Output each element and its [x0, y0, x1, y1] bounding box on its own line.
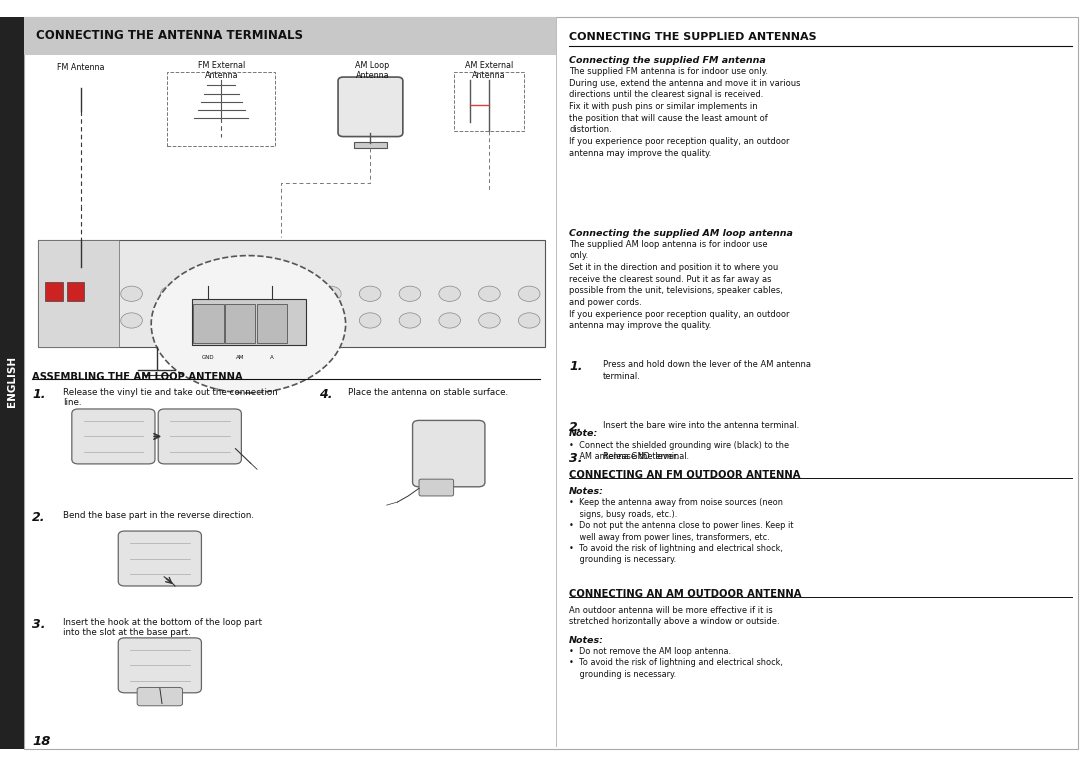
Text: Notes:: Notes: [569, 487, 604, 496]
Circle shape [320, 286, 341, 301]
FancyBboxPatch shape [71, 409, 156, 464]
Text: Place the antenna on stable surface.: Place the antenna on stable surface. [348, 388, 508, 397]
Text: •  Do not remove the AM loop antenna.
•  To avoid the risk of lightning and elec: • Do not remove the AM loop antenna. • T… [569, 647, 783, 679]
FancyBboxPatch shape [257, 304, 287, 343]
Circle shape [161, 286, 183, 301]
Text: Release the lever.: Release the lever. [603, 452, 678, 461]
Circle shape [280, 313, 301, 328]
FancyBboxPatch shape [0, 17, 24, 749]
Text: FM External
Antenna: FM External Antenna [198, 61, 245, 80]
Circle shape [320, 313, 341, 328]
FancyBboxPatch shape [413, 420, 485, 487]
Circle shape [400, 313, 421, 328]
Circle shape [81, 313, 103, 328]
Text: An outdoor antenna will be more effective if it is
stretched horizontally above : An outdoor antenna will be more effectiv… [569, 606, 780, 626]
Text: •  Connect the shielded grounding wire (black) to the
    AM antenna GND termina: • Connect the shielded grounding wire (b… [569, 441, 789, 462]
Text: CONNECTING AN AM OUTDOOR ANTENNA: CONNECTING AN AM OUTDOOR ANTENNA [569, 589, 801, 599]
FancyBboxPatch shape [38, 240, 545, 347]
Circle shape [121, 313, 143, 328]
Text: Bend the base part in the reverse direction.: Bend the base part in the reverse direct… [63, 511, 254, 520]
Text: Connecting the supplied FM antenna: Connecting the supplied FM antenna [569, 56, 766, 66]
Text: A: A [270, 355, 274, 360]
Text: 4.: 4. [319, 388, 333, 401]
Text: Notes:: Notes: [569, 636, 604, 645]
FancyBboxPatch shape [193, 304, 224, 343]
Circle shape [360, 313, 381, 328]
Circle shape [478, 313, 500, 328]
FancyBboxPatch shape [45, 282, 63, 301]
Circle shape [438, 286, 460, 301]
Text: Note:: Note: [569, 429, 598, 438]
FancyBboxPatch shape [338, 77, 403, 137]
Circle shape [81, 286, 103, 301]
FancyBboxPatch shape [158, 409, 241, 464]
Circle shape [161, 313, 183, 328]
Text: ENGLISH: ENGLISH [6, 356, 17, 407]
Text: ASSEMBLING THE AM LOOP ANTENNA: ASSEMBLING THE AM LOOP ANTENNA [32, 372, 243, 382]
FancyBboxPatch shape [38, 240, 119, 347]
Text: The supplied AM loop antenna is for indoor use
only.
Set it in the direction and: The supplied AM loop antenna is for indo… [569, 240, 789, 330]
FancyBboxPatch shape [24, 17, 556, 55]
Circle shape [240, 313, 261, 328]
Circle shape [360, 286, 381, 301]
Circle shape [200, 286, 221, 301]
Text: •  Keep the antenna away from noise sources (neon
    signs, busy roads, etc.).
: • Keep the antenna away from noise sourc… [569, 498, 794, 565]
Text: CONNECTING THE SUPPLIED ANTENNAS: CONNECTING THE SUPPLIED ANTENNAS [569, 31, 816, 42]
Text: 3.: 3. [32, 618, 45, 631]
Circle shape [200, 313, 221, 328]
Text: 18: 18 [32, 735, 51, 748]
Text: Release the vinyl tie and take out the connection
line.: Release the vinyl tie and take out the c… [63, 388, 278, 407]
Text: 3.: 3. [569, 452, 583, 465]
Text: FM Antenna: FM Antenna [57, 63, 105, 72]
Circle shape [121, 286, 143, 301]
Text: 1.: 1. [32, 388, 45, 401]
Text: GND: GND [202, 355, 215, 360]
Text: Press and hold down the lever of the AM antenna
terminal.: Press and hold down the lever of the AM … [603, 360, 811, 381]
Text: Connecting the supplied AM loop antenna: Connecting the supplied AM loop antenna [569, 229, 793, 238]
Circle shape [280, 286, 301, 301]
FancyBboxPatch shape [119, 638, 201, 693]
FancyBboxPatch shape [225, 304, 255, 343]
Text: CONNECTING AN FM OUTDOOR ANTENNA: CONNECTING AN FM OUTDOOR ANTENNA [569, 470, 800, 480]
Text: CONNECTING THE ANTENNA TERMINALS: CONNECTING THE ANTENNA TERMINALS [36, 28, 302, 42]
Circle shape [518, 313, 540, 328]
FancyBboxPatch shape [67, 282, 84, 301]
Circle shape [518, 286, 540, 301]
Circle shape [400, 286, 421, 301]
Text: Insert the bare wire into the antenna terminal.: Insert the bare wire into the antenna te… [603, 421, 799, 430]
Text: 2.: 2. [569, 421, 583, 434]
Circle shape [438, 313, 460, 328]
Text: 2.: 2. [32, 511, 45, 524]
FancyBboxPatch shape [137, 687, 183, 706]
Text: AM: AM [235, 355, 244, 360]
Text: AM Loop
Antenna: AM Loop Antenna [355, 61, 390, 80]
FancyBboxPatch shape [419, 479, 454, 496]
FancyBboxPatch shape [354, 142, 387, 148]
Text: 1.: 1. [569, 360, 583, 373]
FancyBboxPatch shape [192, 299, 306, 345]
Circle shape [151, 256, 346, 393]
Text: The supplied FM antenna is for indoor use only.
During use, extend the antenna a: The supplied FM antenna is for indoor us… [569, 67, 800, 158]
FancyBboxPatch shape [119, 531, 201, 586]
Circle shape [478, 286, 500, 301]
Text: Insert the hook at the bottom of the loop part
into the slot at the base part.: Insert the hook at the bottom of the loo… [63, 618, 261, 637]
Text: AM External
Antenna: AM External Antenna [465, 61, 513, 80]
Circle shape [240, 286, 261, 301]
